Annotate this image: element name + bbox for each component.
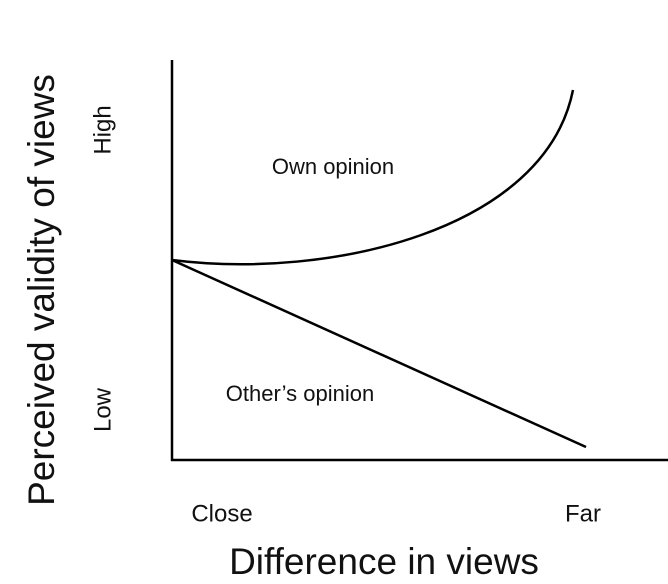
- y-axis-title: Perceived validity of views: [21, 74, 62, 506]
- own-opinion-label: Own opinion: [272, 154, 394, 179]
- y-high-label: High: [89, 105, 116, 154]
- own-opinion-curve: [171, 89, 575, 266]
- other-opinion-line: [171, 258, 587, 449]
- x-close-label: Close: [191, 500, 252, 527]
- other-opinion-label: Other’s opinion: [226, 381, 374, 406]
- x-axis-title: Difference in views: [229, 541, 539, 582]
- y-low-label: Low: [89, 387, 116, 432]
- x-far-label: Far: [565, 500, 601, 527]
